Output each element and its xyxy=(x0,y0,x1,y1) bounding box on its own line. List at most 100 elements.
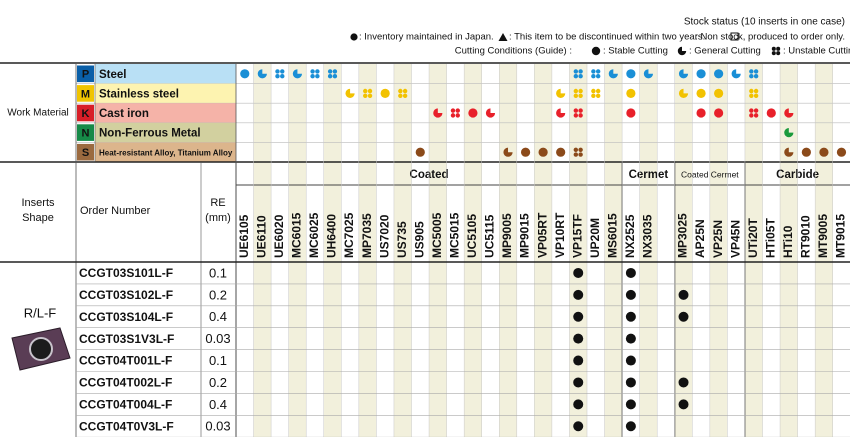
material-name: Stainless steel xyxy=(99,88,179,100)
stable-cutting xyxy=(836,147,847,157)
general-cutting xyxy=(678,88,689,98)
unstable-petal xyxy=(573,147,579,153)
column-shade xyxy=(674,64,693,437)
column-shade xyxy=(639,64,658,437)
grade-name: VP45N xyxy=(728,220,742,258)
grade-name: MT9005 xyxy=(816,214,830,258)
stable-cutting xyxy=(240,69,250,79)
order-number-label: Order Number xyxy=(80,205,151,217)
stock-dot xyxy=(625,355,636,366)
general-cutting xyxy=(556,88,566,98)
grade-name: VP15TF xyxy=(570,214,584,258)
stable-cutting xyxy=(714,108,724,118)
re-value: 0.1 xyxy=(209,265,227,280)
unstable-petal xyxy=(776,51,781,56)
unstable-petal xyxy=(753,73,759,79)
unstable-petal xyxy=(573,113,579,118)
stock-dot xyxy=(573,421,584,432)
unstable-petal xyxy=(327,73,333,79)
unstable-cutting xyxy=(275,69,285,79)
unstable-petal xyxy=(591,88,596,94)
grade-name: MT9015 xyxy=(834,214,848,258)
grade-name: MP9015 xyxy=(518,213,532,258)
stock-dot xyxy=(625,289,636,300)
re-value: 0.1 xyxy=(209,353,227,368)
general-cutting xyxy=(784,147,794,157)
stable-cutting xyxy=(556,147,566,157)
grade-name: HTi10 xyxy=(781,225,795,258)
material-code: N xyxy=(82,128,90,140)
grade-group: Coated Cermet xyxy=(681,169,739,179)
unstable-petal xyxy=(749,108,754,113)
stock-dot xyxy=(678,399,689,410)
unstable-petal xyxy=(578,108,583,113)
legend-text: : Inventory maintained in Japan. xyxy=(359,32,494,43)
unstable-cutting xyxy=(573,88,583,98)
grade-name: NX2525 xyxy=(623,214,637,258)
unstable-petal xyxy=(363,93,368,98)
stock-dot xyxy=(573,399,584,410)
unstable-petal xyxy=(398,88,403,94)
stable-cutting xyxy=(468,108,478,118)
column-shade xyxy=(499,64,517,437)
unstable-petal xyxy=(578,147,583,153)
grade-group: Cermet xyxy=(629,169,669,181)
stock-dot xyxy=(625,421,636,432)
general-cutting xyxy=(503,147,513,157)
discontinued-symbol xyxy=(498,33,508,41)
legend-text: : General Cutting xyxy=(689,46,761,57)
column-shade xyxy=(323,64,342,437)
column-shade xyxy=(569,64,587,437)
general-cutting xyxy=(784,108,794,118)
re-value: 0.03 xyxy=(205,331,230,346)
unstable-petal xyxy=(402,93,408,98)
order-number: CCGT03S104L-F xyxy=(79,310,173,324)
unstable-petal xyxy=(753,113,759,118)
order-number: CCGT03S101L-F xyxy=(79,266,173,280)
grade-name: UE6020 xyxy=(272,214,286,258)
re-label: RE xyxy=(210,197,225,209)
unstable-petal xyxy=(275,69,280,74)
grade-name: UE6105 xyxy=(237,214,251,258)
unstable-petal xyxy=(591,69,596,74)
stable-cutting xyxy=(538,147,548,157)
column-shade xyxy=(744,64,763,437)
material-name: Steel xyxy=(99,69,127,81)
unstable-cutting xyxy=(450,108,460,118)
stock-dot xyxy=(678,311,689,322)
material-code-box xyxy=(77,104,94,122)
unstable-petal xyxy=(591,73,596,79)
unstable-petal xyxy=(275,73,280,79)
re-value: 0.4 xyxy=(209,397,227,412)
general-cutting xyxy=(292,69,303,79)
unstable-petal xyxy=(573,88,579,94)
unstable-petal xyxy=(753,88,759,94)
grade-name: HTi05T xyxy=(763,218,777,258)
unstable-petal xyxy=(363,88,368,94)
unstable-petal xyxy=(749,93,754,98)
general-cutting xyxy=(433,108,443,118)
grade-name: MP9005 xyxy=(500,213,514,258)
unstable-cutting xyxy=(310,69,320,79)
stable-cutting xyxy=(714,69,724,79)
unstable-petal xyxy=(753,108,759,113)
unstable-petal xyxy=(455,108,460,113)
grade-name: UTi20T xyxy=(746,218,760,258)
stable-cutting xyxy=(696,88,706,98)
stock-dot xyxy=(678,377,689,388)
grade-name: VP05RT xyxy=(535,212,549,258)
unstable-petal xyxy=(595,93,601,98)
unstable-petal xyxy=(315,69,320,74)
stock-dot xyxy=(573,311,584,322)
order-number: CCGT03S1V3L-F xyxy=(79,332,174,346)
legend-text: : Stable Cutting xyxy=(603,46,668,57)
general-cutting xyxy=(345,88,355,98)
unstable-petal xyxy=(315,73,320,79)
unstable-petal xyxy=(332,73,338,79)
unstable-petal xyxy=(327,69,333,74)
unstable-petal xyxy=(398,93,403,98)
unstable-cutting xyxy=(363,88,373,98)
material-code: M xyxy=(81,88,90,100)
material-code-box xyxy=(77,85,94,102)
unstable-petal xyxy=(578,152,583,157)
